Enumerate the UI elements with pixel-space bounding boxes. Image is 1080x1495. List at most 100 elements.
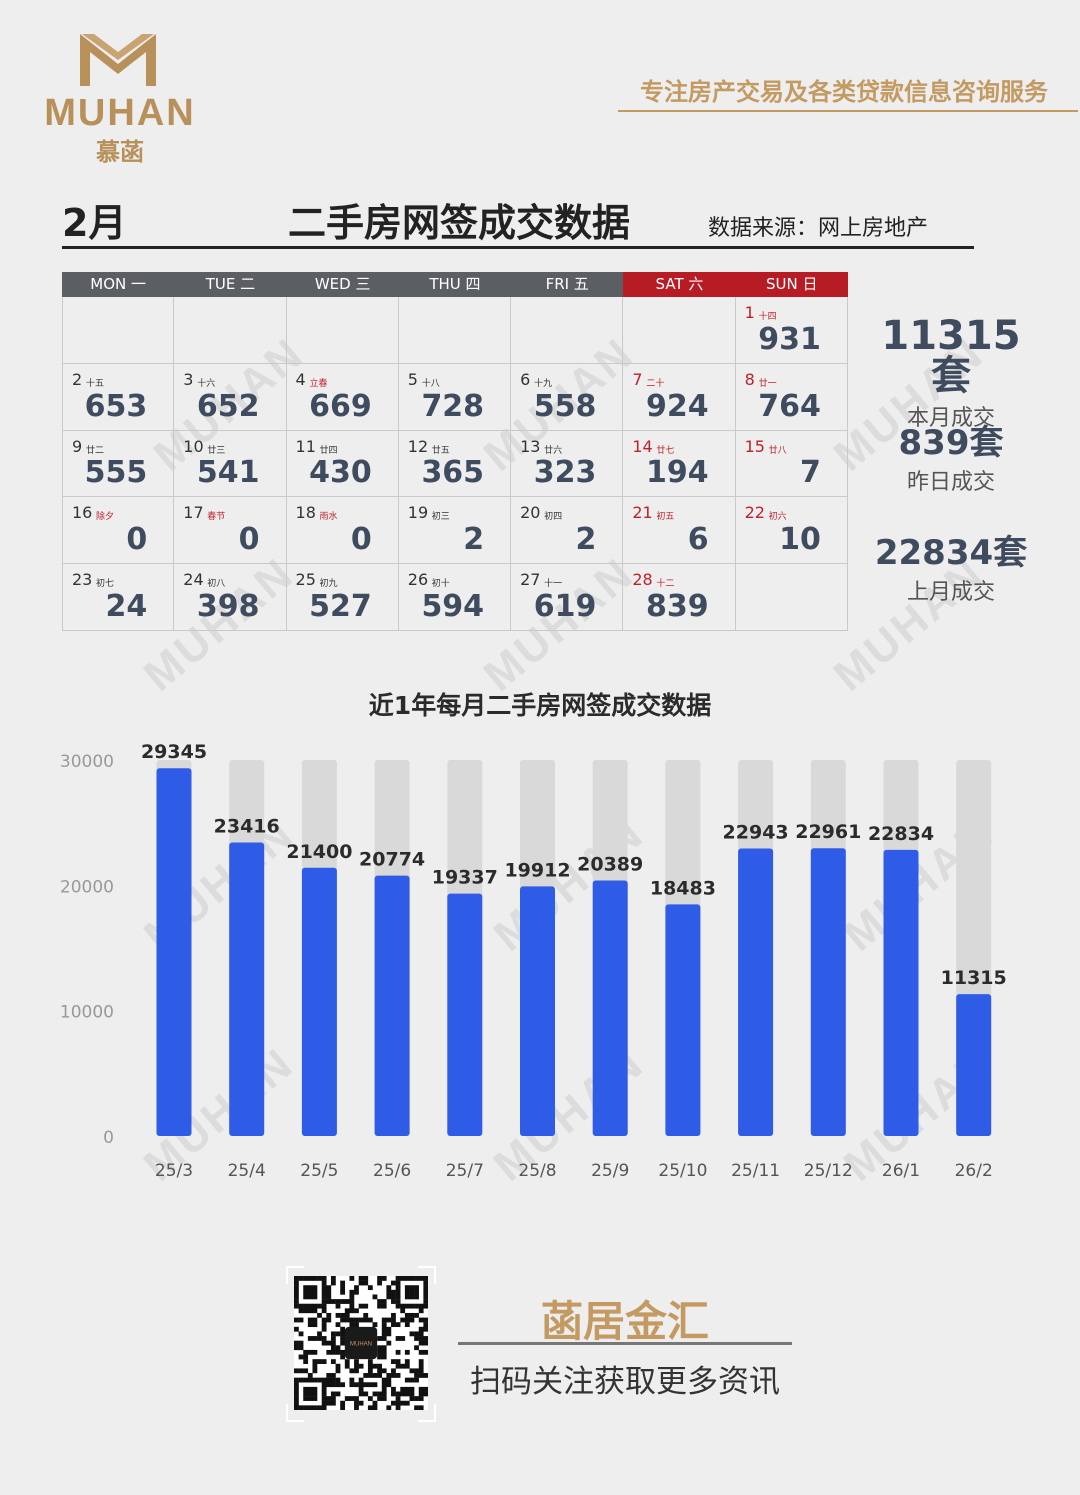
stat-label: 本月成交 — [906, 406, 995, 431]
day-deal-count: 7 — [799, 455, 821, 491]
lunar-date: 雨水 — [319, 512, 338, 523]
calendar-day-cell: 16 除夕 0 — [62, 497, 175, 565]
day-deal-count: 10 — [779, 522, 821, 558]
day-number: 18 — [295, 503, 316, 523]
day-deal-count: 6 — [687, 522, 709, 558]
bar — [810, 848, 846, 1136]
brand-underline — [458, 1342, 792, 1345]
bar — [447, 893, 483, 1136]
weekday-header: WED 三 — [286, 272, 399, 297]
calendar-day-cell: 20 初四 2 — [511, 497, 624, 565]
x-tick-label: 25/11 — [731, 1161, 780, 1181]
day-number: 7 — [632, 369, 643, 389]
slogan-underline — [618, 110, 1078, 112]
data-label: 19912 — [504, 859, 570, 881]
bar — [592, 880, 628, 1136]
calendar-day-cell: 23 初七 24 — [62, 564, 175, 631]
x-tick-label: 25/4 — [228, 1161, 266, 1181]
calendar-day-cell: 4 立春 669 — [286, 363, 399, 431]
bar — [883, 849, 919, 1136]
calendar-day-cell: 13 廿六 323 — [511, 430, 624, 498]
lunar-date: 十一 — [544, 579, 563, 590]
lunar-date: 初七 — [96, 579, 115, 590]
lunar-date: 初六 — [768, 512, 787, 523]
day-number: 28 — [632, 570, 653, 590]
data-label: 18483 — [650, 877, 716, 899]
data-label: 23416 — [214, 816, 280, 838]
day-number: 9 — [72, 436, 83, 456]
logo-text: MUHAN — [44, 92, 196, 134]
lunar-date: 廿七 — [656, 445, 675, 456]
day-number: 20 — [520, 503, 541, 523]
lunar-date: 立春 — [309, 378, 328, 389]
calendar-day-cell: 9 廿二 555 — [62, 430, 175, 498]
day-deal-count: 558 — [533, 388, 597, 424]
lunar-date: 廿五 — [431, 445, 450, 456]
calendar-day-cell: 26 初十 594 — [398, 564, 512, 631]
lunar-date: 十九 — [534, 378, 553, 389]
day-deal-count: 931 — [758, 321, 821, 357]
day-number: 22 — [744, 503, 765, 523]
day-number: 16 — [72, 503, 93, 523]
lunar-date: 十六 — [197, 378, 216, 389]
lunar-date: 廿三 — [207, 445, 226, 456]
weekday-header: THU 四 — [398, 272, 512, 297]
day-number: 6 — [520, 369, 531, 389]
calendar-day-cell: 14 廿七 194 — [623, 430, 736, 498]
stat-last-month: 22834套 上月成交 — [866, 536, 1036, 606]
calendar-day-cell: 19 初三 2 — [398, 497, 512, 565]
data-label: 19337 — [432, 867, 498, 889]
day-number: 26 — [407, 570, 429, 590]
day-number: 25 — [295, 570, 316, 590]
calendar-day-cell — [623, 297, 736, 364]
day-deal-count: 619 — [533, 588, 597, 624]
x-tick-label: 25/5 — [300, 1161, 338, 1181]
calendar-day-cell: 25 初九 527 — [286, 564, 399, 631]
calendar-day-cell: 28 十二 839 — [623, 564, 736, 631]
day-deal-count: 541 — [196, 455, 260, 491]
x-tick-label: 25/3 — [155, 1161, 193, 1181]
x-tick-label: 25/12 — [804, 1161, 853, 1181]
day-deal-count: 555 — [84, 455, 148, 491]
muhan-logo: MUHAN 慕菡 — [32, 28, 208, 166]
calendar-day-cell: 22 初六 10 — [735, 497, 848, 565]
day-deal-count: 2 — [463, 522, 485, 558]
day-deal-count: 0 — [126, 522, 148, 558]
day-number: 14 — [632, 436, 653, 456]
calendar-day-cell: 1 十四 931 — [735, 297, 848, 364]
day-number: 10 — [183, 436, 204, 456]
calendar-day-cell: 7 二十 924 — [623, 363, 736, 431]
lunar-date: 廿四 — [319, 445, 338, 456]
day-deal-count: 0 — [350, 522, 372, 558]
day-number: 15 — [744, 436, 765, 456]
calendar-day-cell: 12 廿五 365 — [398, 430, 512, 498]
day-number: 3 — [183, 369, 194, 389]
calendar-day-cell: 18 雨水 0 — [286, 497, 399, 565]
y-tick-label: 0 — [103, 1128, 114, 1148]
data-label: 11315 — [941, 967, 1007, 989]
bar — [956, 994, 992, 1136]
day-deal-count: 924 — [645, 388, 709, 424]
qr-code[interactable]: MUHAN — [286, 1266, 436, 1422]
bar — [301, 867, 337, 1136]
day-deal-count: 728 — [421, 388, 485, 424]
stat-value: 11315套 — [881, 313, 1021, 399]
day-number: 13 — [520, 436, 541, 456]
day-deal-count: 2 — [575, 522, 597, 558]
calendar-table: MON 一 TUE 二 WED 三 THU 四 FRI 五 SAT 六 SUN … — [62, 272, 848, 631]
stat-value: 22834套 — [874, 533, 1028, 573]
y-tick-label: 10000 — [60, 1003, 114, 1023]
bar-chart: 0 10000 20000 30000 29345 25/3 23416 25/4 21400 2… — [60, 741, 1007, 1181]
qr-code-icon: MUHAN — [294, 1276, 429, 1411]
day-deal-count: 764 — [758, 388, 821, 424]
data-source: 数据来源：网上房地产 — [708, 216, 929, 241]
day-deal-count: 194 — [645, 455, 709, 491]
lunar-date: 十八 — [421, 378, 440, 389]
x-tick-label: 25/8 — [518, 1161, 556, 1181]
day-number: 17 — [183, 503, 204, 523]
y-tick-label: 30000 — [60, 752, 114, 772]
lunar-date: 初十 — [431, 579, 450, 590]
day-deal-count: 652 — [196, 388, 260, 424]
calendar-day-cell: 3 十六 652 — [174, 363, 287, 431]
weekday-header: TUE 二 — [174, 272, 287, 297]
